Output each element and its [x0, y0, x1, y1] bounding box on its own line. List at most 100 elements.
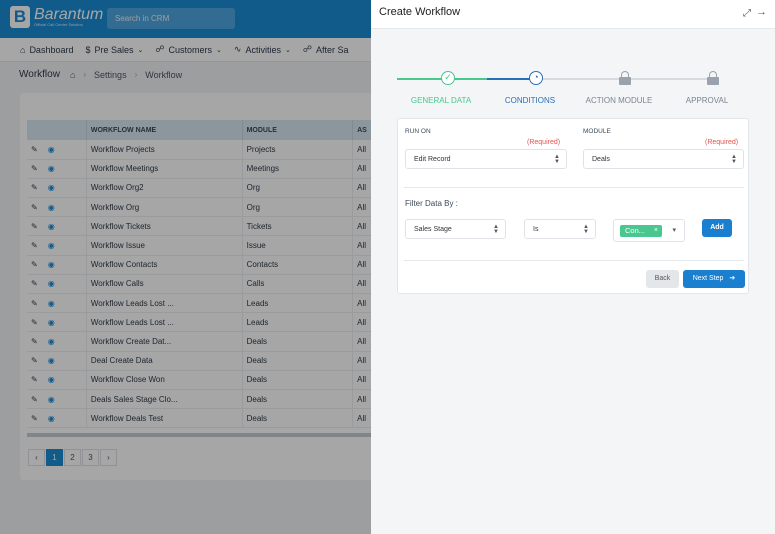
step-conditions[interactable]: CONDITIONS — [504, 96, 556, 105]
edit-icon[interactable]: ✎ — [31, 356, 38, 366]
table-row[interactable]: ✎ ◉ Workflow Tickets Tickets All — [27, 216, 375, 237]
edit-icon[interactable]: ✎ — [31, 241, 38, 251]
home-icon[interactable]: ⌂ — [69, 69, 76, 80]
view-icon[interactable]: ◉ — [47, 202, 55, 212]
nav-item-dashboard[interactable]: ⌂ Dashboard — [20, 45, 73, 55]
view-icon[interactable]: ◉ — [47, 183, 55, 193]
workflow-name-cell[interactable]: Deals Sales Stage Clo... — [86, 389, 243, 410]
nav-item-customers[interactable]: ☍ Customers ⌄ — [155, 44, 222, 55]
view-icon[interactable]: ◉ — [47, 317, 55, 327]
table-row[interactable]: ✎ ◉ Workflow Deals Test Deals All — [27, 408, 375, 429]
table-row[interactable]: ✎ ◉ Deal Create Data Deals All — [27, 351, 375, 371]
search-input[interactable]: Search in CRM — [107, 8, 235, 29]
breadcrumb-item-settings[interactable]: Settings — [94, 69, 127, 80]
view-icon[interactable]: ◉ — [47, 375, 55, 385]
filter-operator-select[interactable]: Is ▲ ▼ — [524, 219, 596, 239]
edit-icon[interactable]: ✎ — [31, 394, 38, 404]
sort-caret-icon: ▲ ▼ — [554, 154, 560, 165]
pagination-prev-button[interactable]: ‹ — [28, 449, 45, 466]
table-row[interactable]: ✎ ◉ Workflow Meetings Meetings All — [27, 159, 375, 179]
pagination-page-2[interactable]: 2 — [64, 449, 81, 466]
nav-item-label: Pre Sales — [94, 44, 134, 55]
edit-icon[interactable]: ✎ — [31, 183, 38, 193]
pagination-page-3[interactable]: 3 — [82, 449, 99, 466]
chevron-down-icon[interactable]: ▾ — [672, 227, 676, 234]
edit-icon[interactable]: ✎ — [31, 202, 38, 212]
expand-icon[interactable]: ⤢ — [743, 8, 751, 19]
workflow-name-cell[interactable]: Workflow Contacts — [86, 255, 243, 275]
filter-field-select[interactable]: Sales Stage ▲ ▼ — [405, 219, 506, 239]
table-row[interactable]: ✎ ◉ Workflow Close Won Deals All — [27, 370, 375, 390]
workflow-name-cell[interactable]: Workflow Deals Test — [86, 408, 243, 429]
module-cell: Org — [242, 178, 354, 199]
edit-icon[interactable]: ✎ — [31, 317, 38, 327]
step-general-data[interactable]: GENERAL DATA — [410, 96, 472, 105]
table-row[interactable]: ✎ ◉ Deals Sales Stage Clo... Deals All — [27, 389, 375, 410]
view-icon[interactable]: ◉ — [47, 144, 55, 154]
view-icon[interactable]: ◉ — [47, 394, 55, 404]
table-row[interactable]: ✎ ◉ Workflow Projects Projects All — [27, 140, 375, 160]
column-header-workflow-name[interactable]: WORKFLOW NAME — [86, 120, 243, 140]
dollar-icon: $ — [85, 44, 91, 55]
table-row[interactable]: ✎ ◉ Workflow Calls Calls All — [27, 274, 375, 295]
edit-icon[interactable]: ✎ — [31, 164, 38, 174]
breadcrumb-item-workflow: Workflow — [145, 69, 183, 80]
workflow-name-cell[interactable]: Workflow Close Won — [86, 370, 243, 390]
nav-item-pre-sales[interactable]: $ Pre Sales ⌄ — [85, 45, 143, 55]
workflow-name-cell[interactable]: Workflow Tickets — [86, 216, 243, 237]
view-icon[interactable]: ◉ — [47, 241, 55, 251]
pagination-page-1[interactable]: 1 — [46, 449, 63, 466]
view-icon[interactable]: ◉ — [47, 221, 55, 231]
view-icon[interactable]: ◉ — [47, 260, 55, 270]
app-logo[interactable]: B Barantum Official Call Center Solution — [10, 6, 103, 28]
workflow-name-cell[interactable]: Workflow Leads Lost ... — [86, 293, 243, 314]
view-icon[interactable]: ◉ — [47, 336, 55, 346]
module-cell: Deals — [242, 370, 354, 390]
module-label: MODULE — [583, 128, 611, 135]
view-icon[interactable]: ◉ — [47, 298, 55, 308]
edit-icon[interactable]: ✎ — [31, 298, 38, 308]
edit-icon[interactable]: ✎ — [31, 144, 38, 154]
table-row[interactable]: ✎ ◉ Workflow Issue Issue All — [27, 235, 375, 256]
workflow-name-cell[interactable]: Workflow Leads Lost ... — [86, 312, 243, 333]
module-select[interactable]: Deals ▲ ▼ — [583, 149, 744, 169]
table-row[interactable]: ✎ ◉ Workflow Leads Lost ... Leads All — [27, 312, 375, 333]
workflow-name-cell[interactable]: Workflow Org2 — [86, 178, 243, 199]
module-cell: Org — [242, 197, 354, 218]
next-step-button[interactable]: Next Step ➔ — [683, 270, 745, 288]
view-icon[interactable]: ◉ — [47, 413, 55, 423]
workflow-name-cell[interactable]: Deal Create Data — [86, 351, 243, 371]
edit-icon[interactable]: ✎ — [31, 279, 38, 289]
horizontal-scrollbar[interactable] — [27, 433, 375, 437]
workflow-name-cell[interactable]: Workflow Issue — [86, 235, 243, 256]
edit-icon[interactable]: ✎ — [31, 260, 38, 270]
back-button[interactable]: Back — [646, 270, 679, 288]
edit-icon[interactable]: ✎ — [31, 336, 38, 346]
workflow-name-cell[interactable]: Workflow Create Dat... — [86, 331, 243, 352]
edit-icon[interactable]: ✎ — [31, 413, 38, 423]
table-row[interactable]: ✎ ◉ Workflow Contacts Contacts All — [27, 255, 375, 275]
nav-item-activities[interactable]: ∿ Activities ⌄ — [234, 44, 291, 55]
view-icon[interactable]: ◉ — [47, 356, 55, 366]
close-arrow-icon[interactable]: → — [756, 6, 767, 18]
edit-icon[interactable]: ✎ — [31, 221, 38, 231]
view-icon[interactable]: ◉ — [47, 279, 55, 289]
workflow-name-cell[interactable]: Workflow Calls — [86, 274, 243, 295]
add-condition-button[interactable]: Add — [702, 219, 732, 237]
nav-item-after-sa[interactable]: ☍ After Sa — [303, 44, 349, 55]
table-row[interactable]: ✎ ◉ Workflow Org2 Org All — [27, 178, 375, 199]
workflow-name-cell[interactable]: Workflow Org — [86, 197, 243, 218]
next-step-label: Next Step — [692, 275, 724, 282]
pagination-next-button[interactable]: › — [100, 449, 117, 466]
view-icon[interactable]: ◉ — [47, 164, 55, 174]
workflow-name-cell[interactable]: Workflow Meetings — [86, 159, 243, 179]
table-row[interactable]: ✎ ◉ Workflow Org Org All — [27, 197, 375, 218]
column-header-module[interactable]: MODULE — [242, 120, 354, 140]
filter-value-multiselect[interactable]: Con... × ▾ — [613, 219, 685, 242]
remove-tag-icon[interactable]: × — [653, 227, 658, 234]
table-row[interactable]: ✎ ◉ Workflow Create Dat... Deals All — [27, 331, 375, 352]
workflow-name-cell[interactable]: Workflow Projects — [86, 140, 243, 160]
table-row[interactable]: ✎ ◉ Workflow Leads Lost ... Leads All — [27, 293, 375, 314]
run-on-select[interactable]: Edit Record ▲ ▼ — [405, 149, 567, 169]
edit-icon[interactable]: ✎ — [31, 375, 38, 385]
